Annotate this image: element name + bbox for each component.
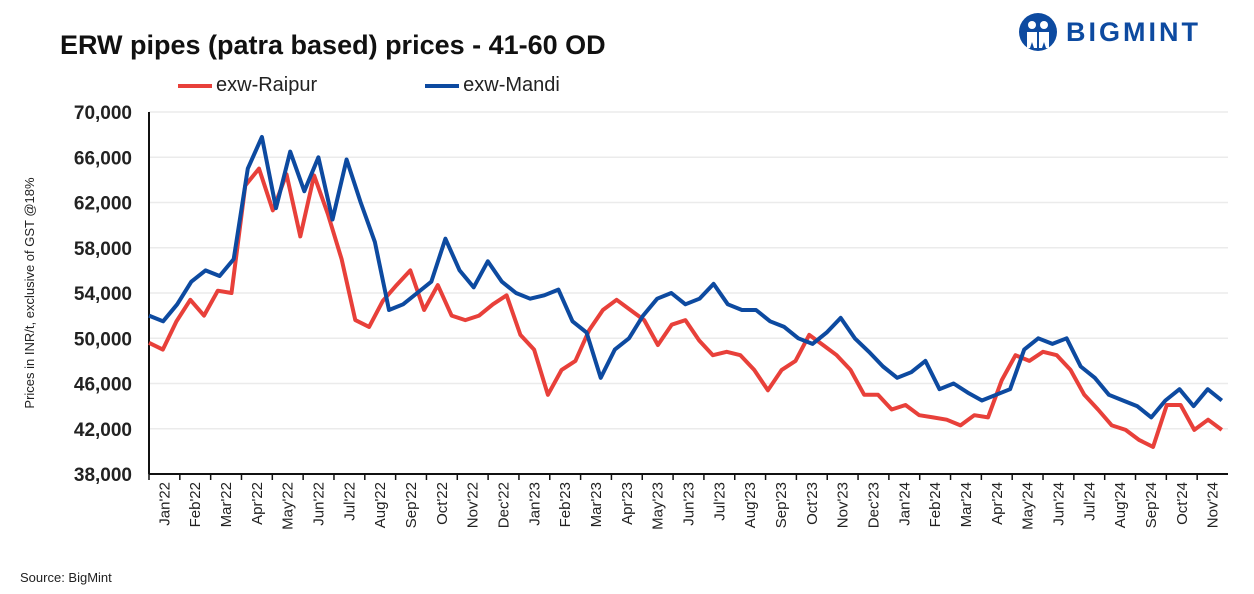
x-tick-label: Nov'22	[465, 482, 482, 528]
y-tick-label: 54,000	[74, 284, 132, 305]
x-tick-label: Aug'24	[1112, 482, 1129, 528]
x-tick-label: Jan'22	[156, 482, 173, 526]
x-tick-label: Jul'22	[341, 482, 358, 521]
x-tick-label: Jun'22	[311, 482, 328, 526]
y-tick-label: 58,000	[74, 239, 132, 260]
x-tick-label: Apr'22	[249, 482, 266, 525]
legend-swatch	[425, 83, 460, 88]
y-tick-label: 38,000	[74, 465, 132, 486]
series-line-exw-mandi	[148, 134, 1224, 420]
x-tick-label: Nov'23	[835, 482, 852, 528]
x-tick-label: Feb'22	[187, 482, 204, 527]
series-line-exw-raipur	[148, 166, 1223, 449]
x-tick-label: Dec'22	[496, 482, 513, 528]
x-tick-label: Sep'22	[403, 482, 420, 528]
legend: exw-Raipur exw-Mandi	[178, 74, 560, 97]
y-tick-label: 66,000	[74, 148, 132, 169]
x-tick-label: Jan'24	[896, 482, 913, 526]
legend-swatch	[178, 83, 212, 88]
x-tick-label: Aug'23	[742, 482, 759, 528]
bigmint-logo: BIGMINT	[1018, 12, 1201, 52]
x-tick-label: May'24	[1020, 482, 1037, 530]
legend-label: exw-Mandi	[463, 74, 560, 96]
x-tick-label: Jun'23	[681, 482, 698, 526]
x-tick-label: May'23	[650, 482, 667, 530]
x-tick-label: Dec'23	[865, 482, 882, 528]
source-note: Source: BigMint	[20, 570, 112, 585]
x-tick-label: Jan'23	[526, 482, 543, 526]
x-tick-label: Oct'24	[1174, 482, 1191, 525]
y-tick-label: 50,000	[74, 329, 132, 350]
x-tick-label: Aug'22	[372, 482, 389, 528]
x-tick-label: Mar'24	[958, 482, 975, 527]
x-tick-label: Feb'23	[557, 482, 574, 527]
y-tick-label: 46,000	[74, 375, 132, 396]
x-tick-label: Oct'23	[804, 482, 821, 525]
x-tick-label: Apr'24	[989, 482, 1006, 525]
x-tick-label: Mar'23	[588, 482, 605, 527]
y-tick-label: 42,000	[74, 420, 132, 441]
y-axis-label: Prices in INR/t, exclusive of GST @18%	[22, 177, 37, 409]
x-tick-label: Mar'22	[218, 482, 235, 527]
logo-text: BIGMINT	[1066, 16, 1201, 47]
legend-label: exw-Raipur	[216, 74, 318, 96]
x-tick-label: May'22	[280, 482, 297, 530]
y-tick-label: 62,000	[74, 194, 132, 215]
x-tick-label: Feb'24	[927, 482, 944, 527]
legend-item-raipur: exw-Raipur	[178, 74, 317, 97]
x-tick-label: Sep'23	[773, 482, 790, 528]
chart-title: ERW pipes (patra based) prices - 41-60 O…	[60, 30, 606, 60]
x-tick-label: Apr'23	[619, 482, 636, 525]
x-tick-label: Jul'24	[1081, 482, 1098, 521]
x-tick-label: Jul'23	[711, 482, 728, 521]
x-tick-label: Sep'24	[1143, 482, 1160, 528]
logo-icon	[1019, 13, 1057, 51]
y-tick-label: 70,000	[74, 103, 132, 124]
x-tick-label: Nov'24	[1205, 482, 1222, 528]
legend-item-mandi: exw-Mandi	[425, 74, 560, 97]
x-tick-label: Jun'24	[1050, 482, 1067, 526]
x-tick-label: Oct'22	[434, 482, 451, 525]
